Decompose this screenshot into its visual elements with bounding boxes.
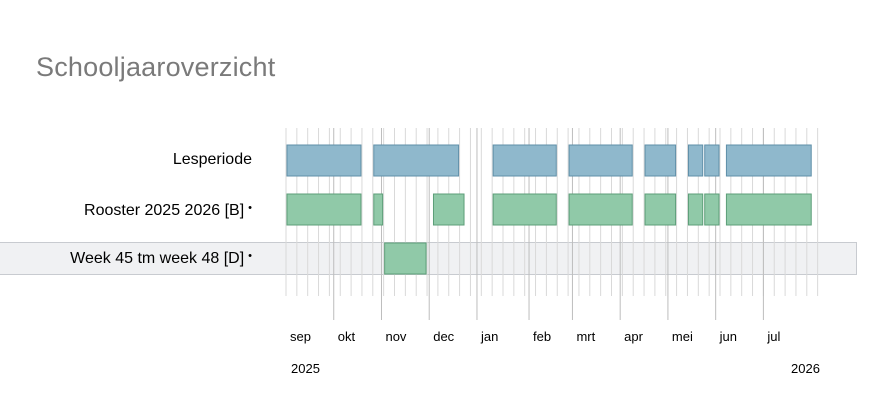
row-label-text: Week 45 tm week 48 [D] bbox=[70, 250, 245, 267]
rooster-block bbox=[725, 193, 812, 226]
month-label: apr bbox=[624, 329, 643, 344]
lesperiode-block bbox=[286, 144, 362, 177]
selected-row-band[interactable] bbox=[0, 242, 857, 275]
rooster-block bbox=[644, 193, 677, 226]
rooster-block bbox=[492, 193, 557, 226]
bullet-icon: • bbox=[248, 202, 252, 214]
year-label-end: 2026 bbox=[791, 361, 820, 376]
rooster-block bbox=[286, 193, 362, 226]
month-label: nov bbox=[385, 329, 406, 344]
lesperiode-block bbox=[373, 144, 460, 177]
month-label: jan bbox=[480, 329, 498, 344]
lesperiode-block bbox=[725, 144, 812, 177]
rooster-block bbox=[432, 193, 465, 226]
row-label-week45[interactable]: Week 45 tm week 48 [D] • bbox=[70, 250, 252, 268]
lesperiode-block bbox=[492, 144, 557, 177]
lesperiode-block bbox=[704, 144, 720, 177]
rooster-block bbox=[373, 193, 384, 226]
month-label: feb bbox=[533, 329, 551, 344]
month-label: sep bbox=[290, 329, 311, 344]
month-label: okt bbox=[338, 329, 356, 344]
row-label-text: Lesperiode bbox=[172, 151, 252, 168]
month-label: mei bbox=[672, 329, 693, 344]
lesperiode-block bbox=[568, 144, 633, 177]
row-label-lesperiode[interactable]: Lesperiode bbox=[173, 151, 252, 169]
lesperiode-block bbox=[644, 144, 677, 177]
month-label: dec bbox=[433, 329, 454, 344]
month-label: jun bbox=[719, 329, 737, 344]
rooster-block bbox=[568, 193, 633, 226]
row-label-rooster[interactable]: Rooster 2025 2026 [B] • bbox=[84, 202, 252, 220]
rooster-block bbox=[687, 193, 704, 226]
page-title: Schooljaaroverzicht bbox=[36, 52, 276, 82]
row-label-text: Rooster 2025 2026 [B] bbox=[84, 202, 245, 219]
month-label: mrt bbox=[576, 329, 595, 344]
lesperiode-block bbox=[687, 144, 704, 177]
month-label: jul bbox=[766, 329, 780, 344]
week45-block bbox=[384, 242, 427, 275]
rooster-block bbox=[704, 193, 720, 226]
year-label-start: 2025 bbox=[291, 361, 320, 376]
bullet-icon: • bbox=[248, 250, 252, 262]
